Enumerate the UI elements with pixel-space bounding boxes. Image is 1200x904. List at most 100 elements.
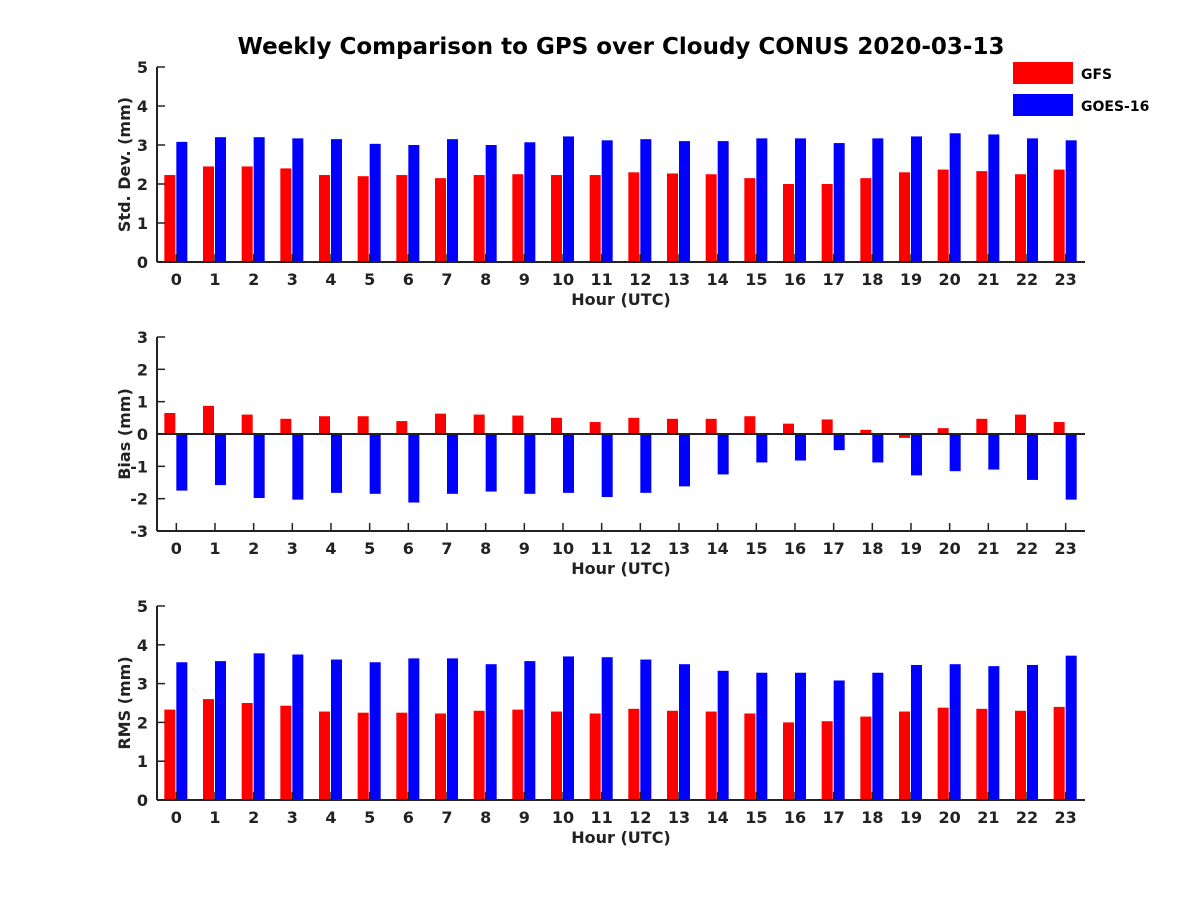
x-tick-label: 21 xyxy=(977,539,999,558)
x-tick-label: 6 xyxy=(403,270,414,289)
x-tick-label: 12 xyxy=(629,270,651,289)
x-tick-label: 2 xyxy=(248,539,259,558)
bar-gfs-hour-10 xyxy=(551,175,562,262)
x-tick-label: 23 xyxy=(1055,539,1077,558)
y-tick-label: 1 xyxy=(137,752,148,771)
x-tick-label: 14 xyxy=(707,270,729,289)
bar-goes-16-hour-21 xyxy=(988,434,1000,470)
bar-gfs-hour-0 xyxy=(164,709,176,800)
bar-goes-16-hour-6 xyxy=(408,145,420,262)
chart-title: Weekly Comparison to GPS over Cloudy CON… xyxy=(238,34,1005,60)
bar-goes-16-hour-10 xyxy=(563,656,574,800)
x-tick-label: 5 xyxy=(364,808,375,827)
bar-gfs-hour-17 xyxy=(821,721,833,800)
x-tick-label: 17 xyxy=(823,808,845,827)
bar-goes-16-hour-11 xyxy=(601,657,613,800)
x-tick-label: 17 xyxy=(823,270,845,289)
x-tick-label: 17 xyxy=(823,539,845,558)
bar-gfs-hour-7 xyxy=(435,178,446,262)
bar-goes-16-hour-4 xyxy=(331,434,342,493)
bar-gfs-hour-22 xyxy=(1015,710,1026,800)
bar-goes-16-hour-2 xyxy=(253,137,265,262)
bar-gfs-hour-20 xyxy=(937,169,949,262)
bar-gfs-hour-7 xyxy=(435,413,446,434)
bar-goes-16-hour-8 xyxy=(485,664,497,800)
bar-gfs-hour-22 xyxy=(1015,414,1026,434)
bar-goes-16-hour-23 xyxy=(1065,655,1077,800)
bar-gfs-hour-19 xyxy=(899,711,910,800)
bar-goes-16-hour-7 xyxy=(447,434,458,494)
bar-goes-16-hour-14 xyxy=(717,670,729,800)
bar-goes-16-hour-3 xyxy=(292,138,304,262)
bar-goes-16-hour-1 xyxy=(215,434,226,486)
bar-goes-16-hour-17 xyxy=(833,143,845,262)
bar-goes-16-hour-9 xyxy=(524,661,536,800)
bar-gfs-hour-16 xyxy=(783,184,794,262)
y-tick-label: -1 xyxy=(130,457,148,476)
x-tick-label: 18 xyxy=(861,270,883,289)
y-tick-label: 0 xyxy=(137,791,148,810)
x-tick-label: 3 xyxy=(287,808,298,827)
bar-gfs-hour-16 xyxy=(783,423,794,434)
bar-goes-16-hour-19 xyxy=(911,136,922,262)
bar-gfs-hour-15 xyxy=(744,713,756,800)
bar-gfs-hour-0 xyxy=(164,175,176,262)
bar-gfs-hour-4 xyxy=(319,711,330,800)
x-tick-label: 16 xyxy=(784,539,806,558)
x-tick-label: 20 xyxy=(939,808,961,827)
bar-gfs-hour-19 xyxy=(899,172,910,262)
bar-gfs-hour-7 xyxy=(435,713,446,800)
bar-gfs-hour-14 xyxy=(705,711,717,800)
y-tick-label: -2 xyxy=(130,490,148,509)
y-tick-label: 5 xyxy=(137,58,148,77)
x-tick-label: 18 xyxy=(861,539,883,558)
x-tick-label: 14 xyxy=(707,539,729,558)
bar-goes-16-hour-17 xyxy=(833,680,845,800)
bar-gfs-hour-5 xyxy=(357,416,369,434)
bar-gfs-hour-10 xyxy=(551,417,562,434)
bar-gfs-hour-11 xyxy=(589,713,601,800)
bar-gfs-hour-4 xyxy=(319,416,330,434)
bar-goes-16-hour-4 xyxy=(331,139,342,262)
x-tick-label: 20 xyxy=(939,270,961,289)
bar-gfs-hour-8 xyxy=(473,414,485,434)
x-tick-label: 13 xyxy=(668,539,690,558)
bar-gfs-hour-8 xyxy=(473,710,485,800)
bar-gfs-hour-6 xyxy=(396,175,408,262)
bar-goes-16-hour-14 xyxy=(717,434,729,475)
bar-gfs-hour-4 xyxy=(319,175,330,262)
x-tick-label: 2 xyxy=(248,270,259,289)
bar-goes-16-hour-5 xyxy=(369,662,381,800)
bar-gfs-hour-0 xyxy=(164,412,176,434)
x-tick-label: 7 xyxy=(441,270,452,289)
bar-goes-16-hour-12 xyxy=(640,434,652,493)
bar-gfs-hour-13 xyxy=(667,173,678,262)
bar-gfs-hour-21 xyxy=(976,418,988,434)
y-tick-label: 1 xyxy=(137,393,148,412)
bar-gfs-hour-16 xyxy=(783,722,794,800)
bar-gfs-hour-18 xyxy=(860,716,872,800)
bar-goes-16-hour-2 xyxy=(253,434,265,499)
bar-gfs-hour-13 xyxy=(667,418,678,434)
bar-goes-16-hour-5 xyxy=(369,434,381,494)
x-tick-label: 10 xyxy=(552,808,574,827)
bar-goes-16-hour-10 xyxy=(563,434,574,493)
bar-gfs-hour-9 xyxy=(512,709,524,800)
x-tick-label: 7 xyxy=(441,539,452,558)
bar-goes-16-hour-4 xyxy=(331,659,342,800)
bar-goes-16-hour-6 xyxy=(408,434,420,503)
bar-gfs-hour-3 xyxy=(280,705,292,800)
bar-gfs-hour-15 xyxy=(744,416,756,434)
x-tick-label: 8 xyxy=(480,270,491,289)
legend-label-gfs: GFS xyxy=(1081,67,1112,83)
bar-goes-16-hour-22 xyxy=(1027,138,1038,262)
bar-goes-16-hour-23 xyxy=(1065,140,1077,262)
x-tick-label: 0 xyxy=(171,270,182,289)
bar-gfs-hour-19 xyxy=(899,434,910,438)
bar-goes-16-hour-15 xyxy=(756,672,768,800)
bar-goes-16-hour-11 xyxy=(601,140,613,262)
bar-gfs-hour-9 xyxy=(512,415,524,434)
